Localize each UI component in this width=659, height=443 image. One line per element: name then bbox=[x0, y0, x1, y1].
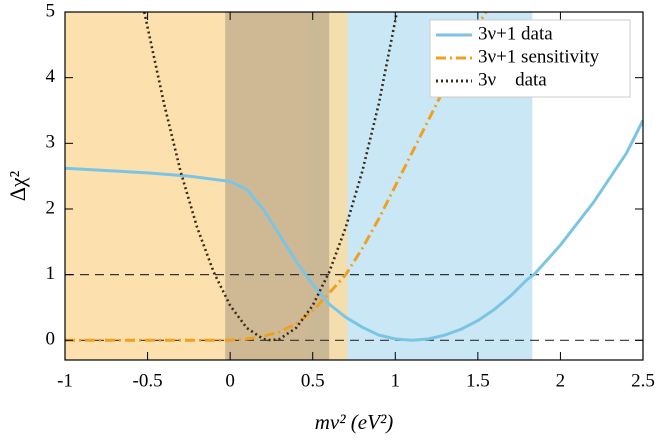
x-tick-label: 1 bbox=[391, 370, 401, 391]
y-tick-label: 1 bbox=[46, 263, 56, 284]
shaded-region bbox=[65, 12, 348, 360]
y-axis-label: Δχ² bbox=[5, 170, 30, 201]
plot-frame bbox=[64, 11, 644, 361]
legend-label: 3ν+1 data bbox=[478, 23, 553, 44]
y-tick-label: 2 bbox=[46, 197, 56, 218]
series-line bbox=[65, 119, 643, 342]
x-axis-label: mν² (eV²) bbox=[315, 410, 393, 434]
x-tick-label: 2.5 bbox=[631, 370, 655, 391]
legend-label: 3ν data bbox=[478, 69, 547, 90]
y-tick-label: 3 bbox=[46, 132, 56, 153]
y-tick-label: 0 bbox=[46, 329, 56, 350]
x-tick-label: -1 bbox=[57, 370, 73, 391]
y-tick-label: 4 bbox=[46, 66, 56, 87]
x-tick-label: 0 bbox=[225, 370, 235, 391]
x-tick-label: -0.5 bbox=[133, 370, 163, 391]
x-tick-label: 1.5 bbox=[466, 370, 490, 391]
legend-label: 3ν+1 sensitivity bbox=[478, 46, 600, 67]
y-tick-label: 5 bbox=[46, 0, 56, 21]
x-tick-label: 0.5 bbox=[301, 370, 325, 391]
x-tick-label: 2 bbox=[556, 370, 566, 391]
